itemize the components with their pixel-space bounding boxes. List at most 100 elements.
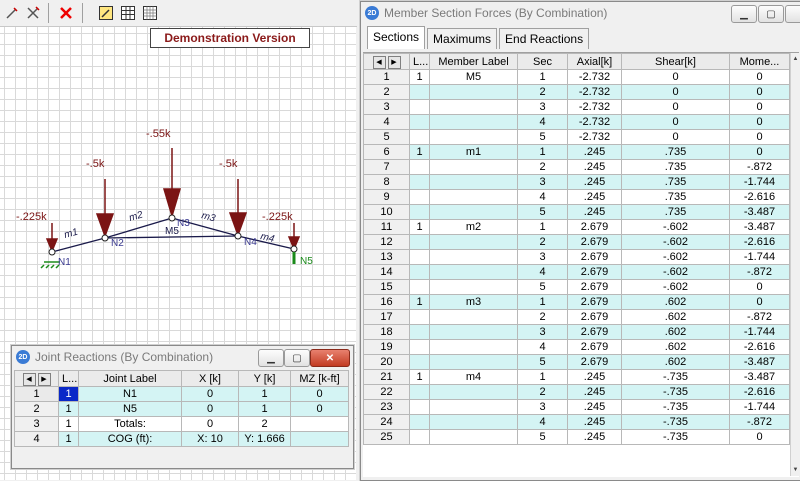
row-number[interactable]: 21 — [363, 369, 410, 385]
cell[interactable]: m1 — [429, 144, 518, 160]
cell[interactable]: 2 — [517, 384, 568, 400]
row-number[interactable]: 7 — [363, 159, 410, 175]
cell[interactable] — [409, 339, 430, 355]
row-number[interactable]: 11 — [363, 219, 410, 235]
cell[interactable]: .245 — [567, 384, 622, 400]
cell[interactable]: 1 — [409, 219, 430, 235]
cell[interactable]: 2 — [517, 84, 568, 100]
cell[interactable]: m2 — [429, 219, 518, 235]
row-number[interactable]: 15 — [363, 279, 410, 295]
cell[interactable]: 2 — [517, 234, 568, 250]
row-number[interactable]: 24 — [363, 414, 410, 430]
table-row[interactable]: 22 2.245 -.735 -2.616 — [363, 384, 790, 400]
row-number[interactable]: 14 — [363, 264, 410, 280]
table-row[interactable]: 15 5 2.679 -.602 0 — [363, 279, 790, 295]
cell[interactable]: 0 — [729, 144, 790, 160]
delete-icon[interactable] — [56, 3, 76, 23]
cell[interactable]: 0 — [290, 386, 349, 402]
row-number[interactable]: 4 — [363, 114, 410, 130]
cell[interactable]: 1 — [517, 69, 568, 85]
cell[interactable]: -.602 — [621, 234, 730, 250]
cell[interactable] — [409, 249, 430, 265]
cell[interactable] — [429, 324, 518, 340]
cell[interactable]: -3.487 — [729, 219, 790, 235]
cell[interactable]: 0 — [729, 69, 790, 85]
table-row[interactable]: 20 5 2.679.602 -3.487 — [363, 354, 790, 370]
row-number[interactable]: 20 — [363, 354, 410, 370]
minimize-button[interactable]: ▁ — [258, 349, 284, 367]
cell[interactable]: -3.487 — [729, 354, 790, 370]
tab-end-reactions[interactable]: End Reactions — [499, 28, 590, 49]
cell[interactable]: -.872 — [729, 309, 790, 325]
nav-right-icon[interactable]: ▶ — [37, 373, 51, 386]
cell[interactable]: .735 — [621, 204, 730, 220]
cell[interactable]: 0 — [181, 401, 239, 417]
cell[interactable]: 0 — [729, 129, 790, 145]
cell[interactable]: 5 — [517, 354, 568, 370]
cell[interactable]: -2.732 — [567, 99, 622, 115]
cell[interactable] — [409, 114, 430, 130]
cell[interactable]: 1 — [409, 69, 430, 85]
row-number[interactable]: 2 — [14, 401, 59, 417]
cell[interactable]: .602 — [621, 324, 730, 340]
row-number[interactable]: 19 — [363, 339, 410, 355]
cell[interactable] — [429, 429, 518, 445]
cell[interactable]: -2.732 — [567, 84, 622, 100]
cell[interactable]: .735 — [621, 144, 730, 160]
cell[interactable] — [409, 324, 430, 340]
cell[interactable]: 2.679 — [567, 324, 622, 340]
row-number[interactable]: 10 — [363, 204, 410, 220]
cell[interactable]: -3.487 — [729, 204, 790, 220]
window-titlebar[interactable]: 2D Member Section Forces (By Combination… — [361, 2, 800, 24]
maximize-button[interactable]: ▢ — [284, 349, 310, 367]
table-row[interactable]: 9 4.245.735 -2.616 — [363, 189, 790, 205]
cell[interactable]: 2.679 — [567, 354, 622, 370]
table-row[interactable]: 23 3.245 -.735 -1.744 — [363, 399, 790, 415]
cell[interactable]: 1 — [409, 369, 430, 385]
cell[interactable]: 2.679 — [567, 279, 622, 295]
table-row[interactable]: 21 1 m4 1.245 -.735 -3.487 — [363, 369, 790, 385]
cell[interactable]: -.735 — [621, 399, 730, 415]
cell[interactable]: 0 — [181, 386, 239, 402]
cell[interactable]: .245 — [567, 144, 622, 160]
scroll-down-icon[interactable]: ▼ — [792, 467, 799, 473]
row-number[interactable]: 25 — [363, 429, 410, 445]
cell[interactable]: 0 — [621, 99, 730, 115]
cell[interactable]: 0 — [729, 84, 790, 100]
row-number[interactable]: 16 — [363, 294, 410, 310]
cell[interactable]: .245 — [567, 369, 622, 385]
cell[interactable] — [429, 264, 518, 280]
cell[interactable]: X: 10 — [181, 431, 239, 447]
column-header[interactable]: Axial[k] — [567, 53, 622, 70]
cell[interactable] — [409, 84, 430, 100]
cell[interactable] — [429, 204, 518, 220]
cell[interactable] — [409, 414, 430, 430]
table-row[interactable]: 1 1 N1 0 1 0 — [14, 386, 349, 402]
cell[interactable] — [409, 429, 430, 445]
cell[interactable]: 2.679 — [567, 234, 622, 250]
close-button[interactable]: ✕ — [310, 349, 350, 367]
table-row[interactable]: 6 1 m1 1.245.735 0 — [363, 144, 790, 160]
cell[interactable] — [409, 399, 430, 415]
cell[interactable] — [429, 249, 518, 265]
cell[interactable] — [409, 204, 430, 220]
cell[interactable] — [409, 309, 430, 325]
cell[interactable]: -2.616 — [729, 189, 790, 205]
cell[interactable]: 4 — [517, 114, 568, 130]
cell[interactable]: 0 — [729, 429, 790, 445]
cell[interactable]: 2 — [517, 159, 568, 175]
cell[interactable]: 2.679 — [567, 219, 622, 235]
cell[interactable] — [290, 416, 349, 432]
cell[interactable]: 5 — [517, 429, 568, 445]
cell[interactable]: 1 — [58, 416, 79, 432]
cell[interactable] — [429, 234, 518, 250]
cell[interactable]: -2.732 — [567, 69, 622, 85]
cell[interactable]: .245 — [567, 399, 622, 415]
cell[interactable]: m4 — [429, 369, 518, 385]
cell[interactable] — [409, 234, 430, 250]
nav-left-icon[interactable]: ◀ — [22, 373, 36, 386]
cell[interactable]: 3 — [517, 249, 568, 265]
cell[interactable]: .245 — [567, 429, 622, 445]
edit-icon[interactable] — [96, 3, 116, 23]
cell[interactable]: -.735 — [621, 414, 730, 430]
